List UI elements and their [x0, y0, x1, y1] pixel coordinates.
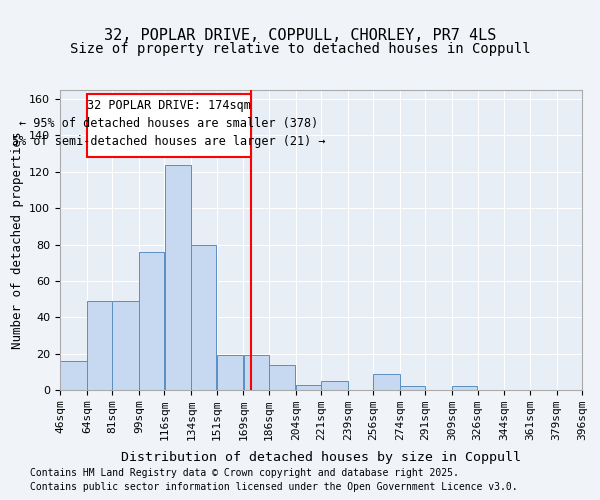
Bar	[452, 386, 478, 390]
Text: 32, POPLAR DRIVE, COPPULL, CHORLEY, PR7 4LS: 32, POPLAR DRIVE, COPPULL, CHORLEY, PR7 …	[104, 28, 496, 42]
Bar	[321, 381, 347, 390]
Bar	[400, 386, 425, 390]
Text: ← 95% of detached houses are smaller (378): ← 95% of detached houses are smaller (37…	[19, 118, 319, 130]
Text: Contains HM Land Registry data © Crown copyright and database right 2025.: Contains HM Land Registry data © Crown c…	[30, 468, 459, 477]
Text: 5% of semi-detached houses are larger (21) →: 5% of semi-detached houses are larger (2…	[12, 136, 326, 148]
X-axis label: Distribution of detached houses by size in Coppull: Distribution of detached houses by size …	[121, 452, 521, 464]
Text: Contains public sector information licensed under the Open Government Licence v3: Contains public sector information licen…	[30, 482, 518, 492]
Bar	[164, 164, 191, 390]
Bar	[139, 252, 164, 390]
Text: 32 POPLAR DRIVE: 174sqm: 32 POPLAR DRIVE: 174sqm	[87, 99, 251, 112]
Bar	[191, 244, 217, 390]
Bar	[112, 301, 139, 390]
Bar	[269, 364, 295, 390]
Bar	[60, 361, 86, 390]
Y-axis label: Number of detached properties: Number of detached properties	[11, 131, 23, 349]
Text: Size of property relative to detached houses in Coppull: Size of property relative to detached ho…	[70, 42, 530, 56]
Bar	[296, 384, 321, 390]
FancyBboxPatch shape	[87, 94, 251, 158]
Bar	[244, 356, 269, 390]
Bar	[87, 301, 112, 390]
Bar	[373, 374, 400, 390]
Bar	[217, 356, 243, 390]
